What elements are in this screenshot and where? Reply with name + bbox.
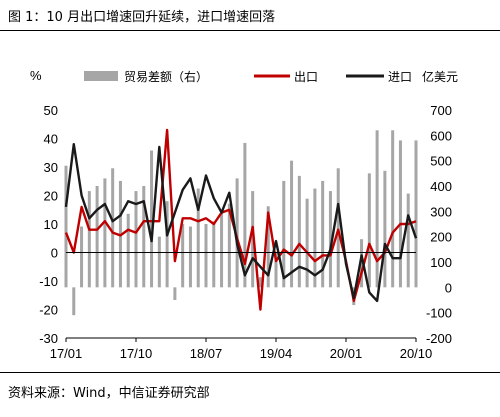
trade-balance-bar (274, 251, 278, 288)
trade-balance-bar (196, 188, 200, 288)
trade-balance-bar (220, 211, 224, 288)
left-y-tick-label: -30 (39, 331, 58, 346)
trade-balance-bar (305, 198, 309, 288)
left-y-tick-label: 10 (44, 217, 58, 232)
trade-balance-bar (227, 203, 231, 288)
right-y-tick-label: -100 (426, 306, 452, 321)
import-line (64, 142, 418, 303)
trade-balance-bar (165, 201, 169, 288)
trade-balance-bar (188, 226, 192, 288)
source-note: 资料来源：Wind，中信证券研究部 (8, 386, 210, 401)
trade-balance-bar (313, 188, 317, 288)
right-y-tick-label: 0 (445, 280, 452, 295)
trade-balance-bar (181, 224, 185, 288)
trade-balance-bar (321, 180, 325, 288)
right-y-tick-label: 700 (430, 103, 452, 118)
right-y-tick-label: 400 (430, 179, 452, 194)
left-axis-unit: % (30, 68, 42, 83)
trade-balance-bar (87, 191, 91, 288)
trade-balance-bar (134, 191, 138, 288)
trade-balance-bar (243, 142, 247, 288)
trade-balance-bar (383, 170, 387, 288)
right-y-tick-label: 600 (430, 128, 452, 143)
legend-label-import: 进口 (388, 70, 412, 84)
trade-balance-bar (64, 165, 68, 288)
source-divider (0, 372, 500, 373)
right-y-tick-label: -200 (426, 331, 452, 346)
x-tick-label: 20/01 (330, 346, 363, 361)
trade-balance-bar (360, 239, 364, 288)
trade-balance-bar (258, 277, 262, 288)
title-divider (0, 30, 500, 31)
right-y-tick-label: 200 (430, 230, 452, 245)
trade-balance-bar (150, 150, 154, 288)
trade-balance-bar (414, 140, 418, 288)
trade-balance-bar (266, 206, 270, 288)
trade-balance-bar (212, 221, 216, 288)
trade-balance-bar (328, 191, 332, 288)
trade-balance-bar (173, 287, 177, 300)
trade-balance-bar (95, 186, 99, 288)
export-line (64, 128, 417, 311)
left-y-tick-label: 30 (44, 160, 58, 175)
trade-balance-bar (126, 213, 130, 288)
trade-balance-bar (398, 140, 402, 288)
right-y-tick-label: 100 (430, 255, 452, 270)
trade-balance-bar (375, 130, 379, 288)
trade-balance-bar (235, 178, 239, 288)
trade-balance-bar (72, 287, 76, 316)
legend-swatch-trade-balance (84, 71, 118, 81)
trade-balance-bar (336, 168, 340, 288)
legend-label-export: 出口 (294, 70, 318, 84)
trade-balance-bar (111, 168, 115, 288)
left-y-tick-label: -10 (39, 274, 58, 289)
trade-balance-bar (103, 178, 107, 288)
x-tick-label: 20/10 (400, 346, 433, 361)
x-tick-label: 17/01 (50, 346, 83, 361)
trade-balance-bar (80, 226, 84, 288)
trade-balance-bar (297, 175, 301, 288)
right-y-tick-label: 300 (430, 204, 452, 219)
x-tick-label: 19/04 (260, 346, 293, 361)
x-tick-label: 17/10 (120, 346, 153, 361)
left-y-tick-label: 0 (51, 246, 58, 261)
x-tick-label: 18/07 (190, 346, 223, 361)
trade-balance-bar (406, 193, 410, 288)
right-y-tick-label: 500 (430, 154, 452, 169)
left-y-tick-label: 20 (44, 189, 58, 204)
trade-balance-bar (157, 236, 161, 288)
chart-title: 图 1：10 月出口增速回升延续，进口增速回落 (8, 10, 276, 25)
left-y-tick-label: 50 (44, 103, 58, 118)
trade-balance-bar (204, 224, 208, 288)
trade-balance-bar (142, 186, 146, 288)
legend-label-trade-balance: 贸易差额（右） (124, 69, 208, 84)
right-axis-unit: 亿美元 (422, 69, 458, 84)
trade-balance-bar (290, 160, 294, 288)
trade-balance-bar (282, 180, 286, 288)
trade-chart: -30-20-1001020304050-200-100010020030040… (30, 68, 458, 361)
trade-balance-bar (391, 130, 395, 288)
left-y-tick-label: -20 (39, 303, 58, 318)
left-y-tick-label: 40 (44, 132, 58, 147)
trade-balance-bar (367, 173, 371, 288)
